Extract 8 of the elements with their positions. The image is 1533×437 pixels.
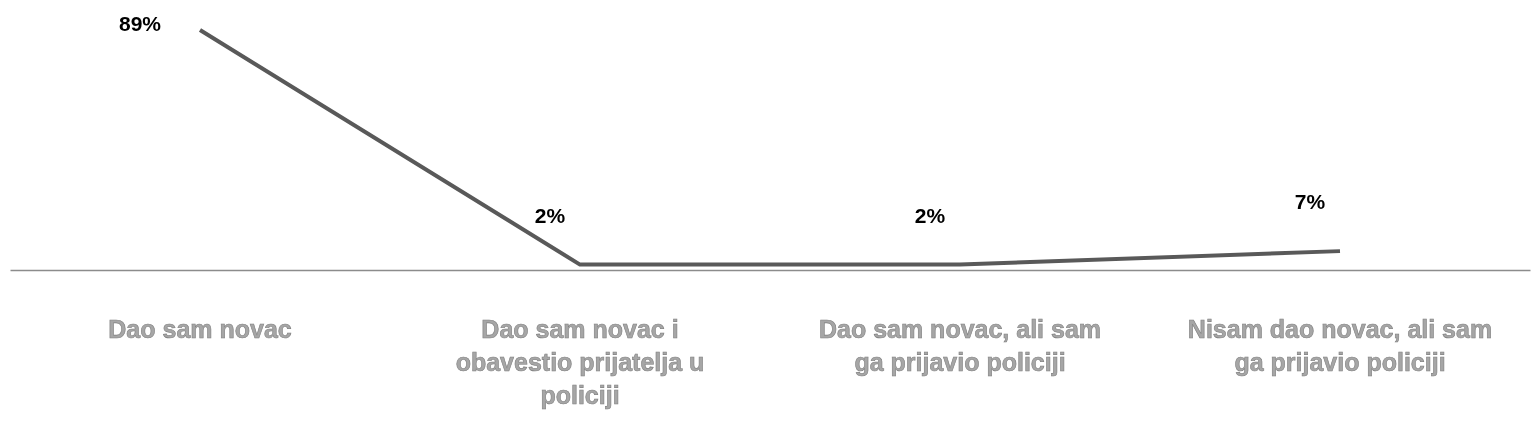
data-label: 2%	[534, 203, 566, 227]
x-tick-label: Dao sam novac, ali sam ga prijavio policiji	[818, 315, 1102, 376]
data-label: 89%	[118, 12, 162, 35]
data-label: 7%	[1294, 190, 1326, 214]
x-tick-label: Dao sam novac	[108, 315, 292, 343]
data-label: 2%	[914, 203, 946, 227]
x-tick-label: Nisam dao novac, ali sam ga prijavio policiji	[1187, 315, 1493, 376]
x-tick-label: Dao sam novac i obavestio prijatelja u policiji	[455, 315, 705, 409]
